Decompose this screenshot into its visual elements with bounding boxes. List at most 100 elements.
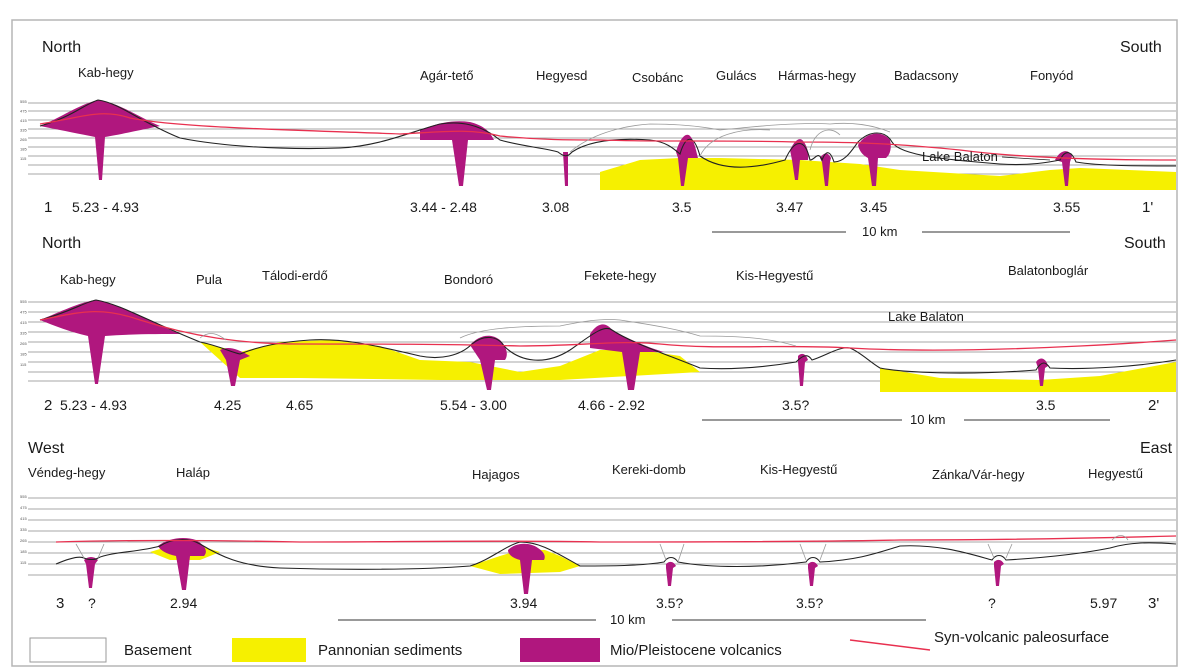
- section-3-ages: ? 2.94 3.94 3.5? 3.5? ? 5.97: [88, 595, 1117, 611]
- section-1-scale-label: 10 km: [862, 224, 897, 239]
- legend-paleosurface-swatch: [849, 639, 931, 651]
- section-3-age-kereki-domb: 3.5?: [656, 595, 683, 611]
- section-3-locality-labels: Véndeg-hegy Haláp Hajagos Kereki-domb Ki…: [28, 462, 1143, 482]
- section-1-locality-harmas-hegy: Hármas-hegy: [778, 68, 857, 83]
- section-2-ages: 5.23 - 4.93 4.25 4.65 5.54 - 3.00 4.66 -…: [60, 397, 1056, 413]
- section-1-pannonian-sediments: [600, 158, 1176, 190]
- section-1-ages: 5.23 - 4.93 3.44 - 2.48 3.08 3.5 3.47 3.…: [72, 199, 1080, 215]
- section-1-right-direction: South: [1120, 39, 1162, 56]
- axis-tick-label: 475: [20, 310, 27, 315]
- section-1-age-agar-teto: 3.44 - 2.48: [410, 199, 477, 215]
- section-2-locality-pula: Pula: [196, 272, 223, 287]
- section-3-start-label: 3: [56, 595, 64, 612]
- section-3-locality-halap: Haláp: [176, 465, 210, 480]
- axis-tick-label: 185: [20, 147, 27, 152]
- section-3-scale-bar: 10 km: [338, 612, 926, 627]
- section-1-age-csobanc: 3.5: [672, 199, 692, 215]
- section-2-age-balatonboglar: 3.5: [1036, 397, 1056, 413]
- section-1-volcanics: [40, 100, 1072, 186]
- section-2-locality-bondoro: Bondoró: [444, 272, 493, 287]
- legend-sediments-swatch: [232, 638, 306, 662]
- section-3-locality-hajagos: Hajagos: [472, 467, 520, 482]
- section-2-age-fekete-hegy: 4.66 - 2.92: [578, 397, 645, 413]
- section-2-age-bondoro: 5.54 - 3.00: [440, 397, 507, 413]
- section-2-paleosurface: [39, 310, 1177, 351]
- section-1-locality-fonyod: Fonyód: [1030, 68, 1073, 83]
- legend-basement-swatch: [29, 637, 107, 663]
- section-1-age-hegyesd: 3.08: [542, 199, 569, 215]
- section-2-locality-balatonboglar: Balatonboglár: [1008, 263, 1089, 278]
- axis-tick-label: 115: [20, 156, 27, 161]
- section-2-basement-surface: [39, 299, 1177, 374]
- section-3-age-hajagos: 3.94: [510, 595, 537, 611]
- section-1-left-direction: North: [42, 39, 81, 56]
- section-2-right-direction: South: [1124, 235, 1166, 252]
- section-3-left-direction: West: [28, 440, 65, 457]
- section-2-lake-label: Lake Balaton: [888, 309, 964, 324]
- section-2-locality-kab-hegy: Kab-hegy: [60, 272, 116, 287]
- section-1-end-label: 1': [1142, 199, 1153, 216]
- section-1-locality-agar-teto: Agár-tető: [420, 68, 473, 83]
- axis-tick-label: 335: [20, 527, 27, 532]
- section-2-start-label: 2: [44, 397, 52, 414]
- axis-tick-label: 415: [20, 320, 27, 325]
- section-1-scale-bar: 10 km: [712, 224, 1070, 239]
- section-3-locality-kereki-domb: Kereki-domb: [612, 462, 686, 477]
- axis-tick-label: 335: [20, 331, 27, 336]
- section-3-basement-surface: [55, 539, 1177, 570]
- legend-volcanics-swatch: [520, 638, 600, 662]
- axis-tick-label: 115: [20, 362, 27, 367]
- section-1-locality-kab-hegy: Kab-hegy: [78, 65, 134, 80]
- section-1-lake-leader: [1001, 156, 1051, 161]
- section-3-age-halap: 2.94: [170, 595, 197, 611]
- section-3-age-hegyestu: 5.97: [1090, 595, 1117, 611]
- axis-tick-label: 415: [20, 118, 27, 123]
- section-3-scale-label: 10 km: [610, 612, 645, 627]
- section-3-age-vendeg-hegy: ?: [88, 595, 96, 611]
- section-1-axis-ticks: 555 475 415 335 265 185 115: [20, 99, 27, 161]
- section-2-locality-labels: Kab-hegy Pula Tálodi-erdő Bondoró Fekete…: [60, 263, 1089, 287]
- section-1-age-fonyod: 3.55: [1053, 199, 1080, 215]
- section-2-locality-talodi-erdo: Tálodi-erdő: [262, 268, 328, 283]
- section-1-age-kab-hegy: 5.23 - 4.93: [72, 199, 139, 215]
- section-3-age-kis-hegyestu: 3.5?: [796, 595, 823, 611]
- section-2-eroded-contours: [199, 319, 797, 347]
- section-1-paleosurface: [39, 113, 1177, 161]
- section-1-eroded-contours: [569, 122, 891, 157]
- section-1-basement-surface: [39, 99, 1177, 168]
- legend-sediments-label: Pannonian sediments: [318, 642, 462, 659]
- section-1-locality-gulacs: Gulács: [716, 68, 757, 83]
- section-1-start-label: 1: [44, 199, 52, 216]
- section-1-locality-badacsony: Badacsony: [894, 68, 959, 83]
- section-2-scale-bar: 10 km: [702, 412, 1110, 427]
- axis-tick-label: 185: [20, 549, 27, 554]
- section-3-axis-ticks: 555 475 415 335 265 185 115: [20, 494, 27, 565]
- axis-tick-label: 475: [20, 109, 27, 114]
- section-3-locality-hegyestu: Hegyestű: [1088, 466, 1143, 481]
- section-3-volcanics: [84, 538, 1004, 594]
- section-1-locality-csobanc: Csobánc: [632, 70, 684, 85]
- section-3-end-label: 3': [1148, 595, 1159, 612]
- section-2-locality-kis-hegyestu: Kis-Hegyestű: [736, 268, 813, 283]
- section-2-left-direction: North: [42, 235, 81, 252]
- section-3-paleosurface: [55, 535, 1177, 543]
- axis-tick-label: 265: [20, 341, 27, 346]
- section-3-locality-zanka-var-hegy: Zánka/Vár-hegy: [932, 467, 1025, 482]
- section-3-age-zanka-var-hegy: ?: [988, 595, 996, 611]
- section-1-locality-labels: Kab-hegy Agár-tető Hegyesd Csobánc Gulác…: [78, 65, 1073, 85]
- section-2-end-label: 2': [1148, 397, 1159, 414]
- axis-tick-label: 265: [20, 538, 27, 543]
- legend-volcanics-label: Mio/Pleistocene volcanics: [610, 642, 782, 659]
- section-1-age-harmas-hegy: 3.47: [776, 199, 803, 215]
- axis-tick-label: 115: [20, 560, 27, 565]
- axis-tick-label: 555: [20, 494, 27, 499]
- axis-tick-label: 415: [20, 516, 27, 521]
- section-3-eroded-contours: [75, 535, 1129, 563]
- section-1-lake-label: Lake Balaton: [922, 149, 998, 164]
- section-2-locality-fekete-hegy: Fekete-hegy: [584, 268, 657, 283]
- section-1: North South 555 475 415 335 265 185 115: [20, 39, 1177, 239]
- legend-basement-label: Basement: [124, 642, 192, 659]
